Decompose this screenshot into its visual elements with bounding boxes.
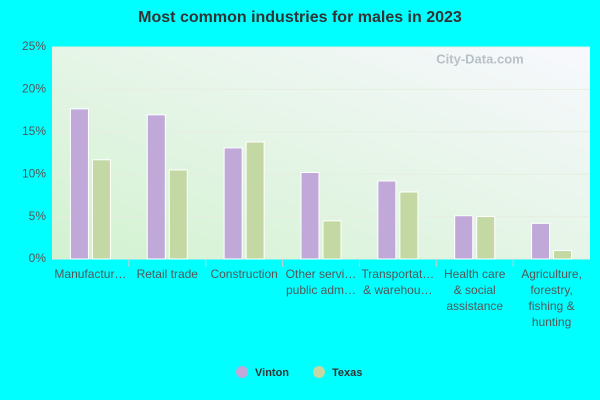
x-tick-label: Transportat… (361, 267, 434, 281)
bar (553, 250, 573, 260)
x-tick-label: Retail trade (137, 267, 199, 281)
x-tick-label: Construction (210, 267, 277, 281)
watermark: City-Data.com (436, 51, 523, 66)
y-tick-label: 25% (22, 39, 46, 53)
bar (399, 191, 419, 260)
chart-title: Most common industries for males in 2023 (138, 9, 462, 26)
y-tick-label: 5% (29, 209, 47, 223)
y-tick-label: 0% (29, 251, 47, 265)
x-tick-label: public adm… (286, 283, 356, 297)
bar (223, 147, 243, 260)
x-tick-label: Health care (444, 267, 506, 281)
bar (69, 108, 89, 260)
y-tick-label: 15% (22, 124, 46, 138)
bar (476, 216, 496, 260)
legend-label: Texas (332, 367, 362, 379)
x-tick-label: forestry, (530, 283, 572, 297)
bar (91, 159, 111, 260)
bar (245, 141, 265, 260)
bar (322, 220, 342, 260)
y-tick-label: 10% (22, 166, 46, 180)
bar (168, 169, 188, 260)
legend-label: Vinton (255, 367, 289, 379)
bar (377, 180, 397, 260)
y-tick-label: 20% (22, 82, 46, 96)
x-tick-label: & social (454, 283, 496, 297)
x-tick-label: hunting (532, 315, 571, 329)
bar (146, 114, 166, 260)
bar (531, 222, 551, 260)
bar (300, 172, 320, 260)
bar (454, 215, 474, 260)
legend: Vinton Texas (236, 366, 362, 379)
plot-area (52, 47, 590, 259)
x-tick-label: assistance (446, 299, 503, 313)
legend-swatch (236, 366, 248, 378)
x-tick-label: Manufactur… (54, 267, 126, 281)
legend-swatch (313, 366, 325, 378)
x-tick-label: Agriculture, (521, 267, 582, 281)
x-tick-label: Other servi… (286, 267, 357, 281)
x-tick-label: fishing & (529, 299, 575, 313)
x-tick-label: & warehou… (363, 283, 432, 297)
